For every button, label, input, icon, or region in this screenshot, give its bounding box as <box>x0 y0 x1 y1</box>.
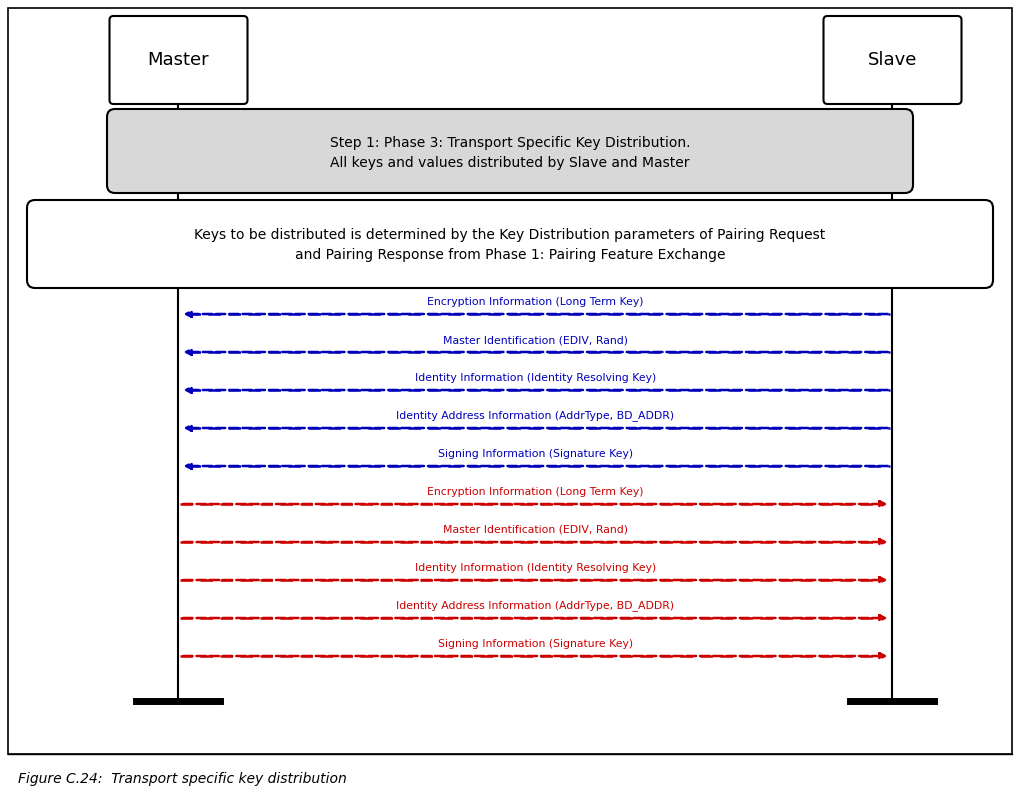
Text: Signing Information (Signature Key): Signing Information (Signature Key) <box>437 639 633 649</box>
Text: Identity Address Information (AddrType, BD_ADDR): Identity Address Information (AddrType, … <box>396 410 674 421</box>
Text: Keys to be distributed is determined by the Key Distribution parameters of Pairi: Keys to be distributed is determined by … <box>195 228 824 242</box>
Text: Step 1: Phase 3: Transport Specific Key Distribution.: Step 1: Phase 3: Transport Specific Key … <box>329 136 690 150</box>
FancyBboxPatch shape <box>109 16 248 104</box>
FancyBboxPatch shape <box>107 109 912 193</box>
Text: Master Identification (EDIV, Rand): Master Identification (EDIV, Rand) <box>442 525 628 535</box>
Text: Identity Address Information (AddrType, BD_ADDR): Identity Address Information (AddrType, … <box>396 600 674 611</box>
Text: Identity Information (Identity Resolving Key): Identity Information (Identity Resolving… <box>415 373 655 383</box>
Text: All keys and values distributed by Slave and Master: All keys and values distributed by Slave… <box>330 156 689 170</box>
FancyBboxPatch shape <box>26 200 993 288</box>
Text: Master Identification (EDIV, Rand): Master Identification (EDIV, Rand) <box>442 335 628 345</box>
Text: Identity Information (Identity Resolving Key): Identity Information (Identity Resolving… <box>415 563 655 573</box>
Text: Encryption Information (Long Term Key): Encryption Information (Long Term Key) <box>427 487 643 497</box>
Text: and Pairing Response from Phase 1: Pairing Feature Exchange: and Pairing Response from Phase 1: Pairi… <box>294 248 725 262</box>
FancyBboxPatch shape <box>822 16 961 104</box>
Text: Signing Information (Signature Key): Signing Information (Signature Key) <box>437 449 633 459</box>
Text: Master: Master <box>148 51 209 69</box>
Text: Slave: Slave <box>867 51 916 69</box>
Text: Encryption Information (Long Term Key): Encryption Information (Long Term Key) <box>427 297 643 307</box>
Text: Figure C.24:  Transport specific key distribution: Figure C.24: Transport specific key dist… <box>18 772 346 786</box>
